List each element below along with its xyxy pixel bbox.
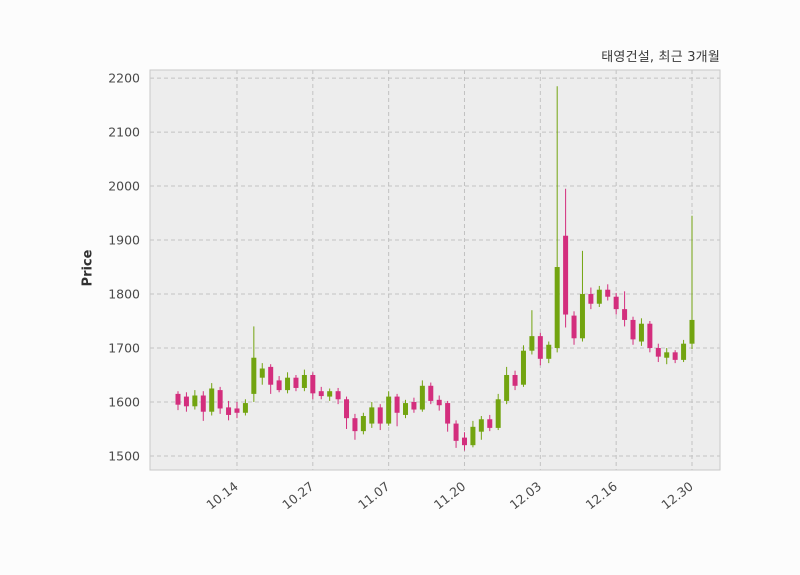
candle-body: [588, 294, 594, 304]
candle-body: [200, 395, 206, 412]
candle-body: [268, 366, 274, 385]
candle-body: [344, 399, 350, 419]
candle-body: [183, 396, 189, 407]
y-tick-label: 2100: [108, 125, 140, 140]
candle-body: [428, 385, 434, 401]
candle-body: [622, 309, 628, 320]
candle-body: [217, 390, 223, 409]
candle-body: [461, 437, 467, 446]
candle-body: [487, 419, 493, 428]
candle-body: [369, 407, 375, 424]
candle-body: [285, 377, 291, 391]
candle-body: [478, 419, 484, 432]
candle-body: [655, 348, 661, 357]
candle-body: [638, 323, 644, 342]
candle-body: [453, 423, 459, 441]
x-tick-label: 11.07: [355, 479, 392, 513]
candle-body: [664, 352, 670, 358]
candle-body: [613, 296, 619, 310]
candle-body: [681, 343, 687, 360]
chart-title: 태영건설, 최근 3개월: [601, 50, 720, 65]
candle-body: [647, 323, 653, 349]
x-tick-label: 11.20: [431, 479, 468, 513]
candle-body: [554, 267, 560, 349]
candle-body: [301, 374, 307, 388]
candle-body: [537, 336, 543, 359]
candle-body: [579, 294, 585, 339]
candle-body: [504, 374, 510, 401]
candle-body: [436, 399, 442, 406]
candle-body: [318, 391, 324, 397]
candle-body: [394, 396, 400, 413]
y-tick-label: 1900: [108, 233, 140, 248]
candle-body: [529, 336, 535, 351]
candle-body: [445, 403, 451, 424]
y-tick-label: 2200: [108, 71, 140, 86]
candle-body: [335, 391, 341, 400]
y-tick-label: 2000: [108, 179, 140, 194]
candle-body: [352, 418, 358, 432]
candle-body: [571, 315, 577, 339]
y-tick-label: 1700: [108, 341, 140, 356]
x-tick-label: 10.27: [279, 479, 316, 513]
candle-body: [419, 385, 425, 410]
candle-body: [672, 352, 678, 360]
candle-body: [310, 374, 316, 394]
candle-body: [327, 391, 333, 397]
candle-body: [192, 395, 198, 407]
candle-body: [234, 408, 240, 413]
y-tick-label: 1800: [108, 287, 140, 302]
candle-body: [411, 401, 417, 410]
candle-body: [175, 393, 181, 405]
candle-body: [377, 407, 383, 424]
candle-body: [293, 377, 299, 388]
y-axis-label: Price: [80, 249, 96, 287]
candle-body: [689, 319, 695, 344]
candle-body: [596, 289, 602, 304]
x-tick-label: 12.16: [583, 479, 620, 513]
candle-body: [470, 426, 476, 446]
candle-body: [386, 396, 392, 424]
candle-body: [605, 289, 611, 297]
candle-body: [630, 319, 636, 340]
x-tick-label: 12.03: [507, 479, 544, 513]
x-tick-label: 10.14: [203, 479, 240, 513]
candle-body: [563, 235, 569, 315]
y-tick-label: 1600: [108, 394, 140, 409]
plot-border: [149, 69, 721, 471]
candle-body: [259, 368, 265, 378]
candle-body: [360, 416, 366, 432]
candle-body: [520, 350, 526, 385]
candle-body: [512, 374, 518, 386]
candle-body: [276, 380, 282, 391]
candle-body: [242, 403, 248, 413]
candle-body: [226, 407, 232, 415]
y-tick-label: 1500: [108, 448, 140, 463]
candle-body: [495, 399, 501, 428]
x-tick-label: 12.30: [658, 479, 695, 513]
candle-body: [546, 344, 552, 359]
candle-body: [209, 388, 215, 412]
candle-body: [403, 403, 409, 415]
candle-body: [251, 357, 257, 394]
